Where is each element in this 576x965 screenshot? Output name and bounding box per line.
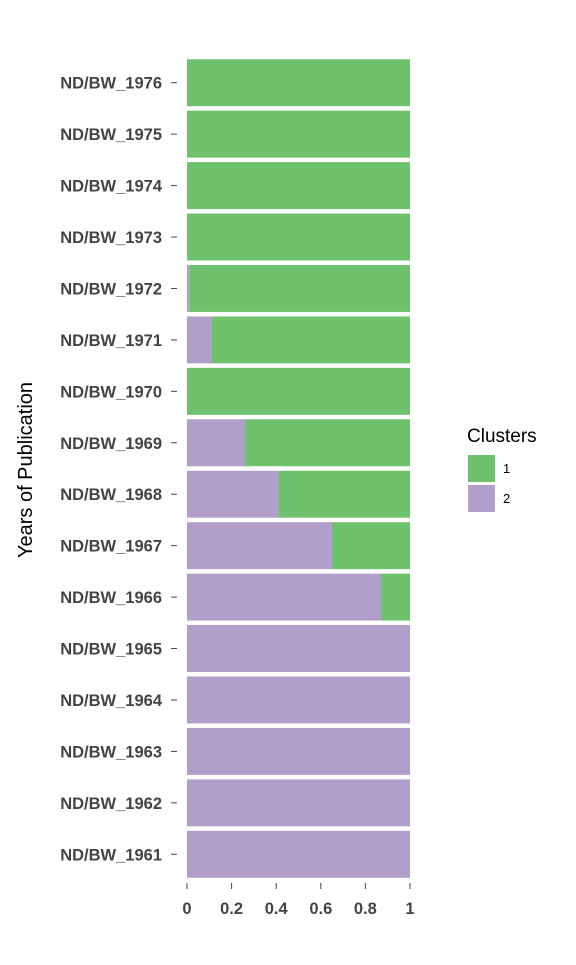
bar-segment-cluster-1 bbox=[187, 162, 410, 210]
bar-segment-cluster-1 bbox=[187, 213, 410, 261]
legend-label: 2 bbox=[503, 491, 510, 506]
x-axis: 0 0.2 0.4 0.6 0.8 1 bbox=[182, 883, 415, 918]
bar-segment-cluster-2 bbox=[187, 316, 212, 364]
bar-segment-cluster-2 bbox=[187, 265, 190, 312]
bar-segment-cluster-2 bbox=[187, 470, 279, 518]
bar-segment-cluster-1 bbox=[278, 470, 410, 518]
legend: Clusters 12 bbox=[467, 426, 537, 512]
x-tick-label: 0.6 bbox=[309, 900, 332, 918]
bar-segment-cluster-2 bbox=[187, 830, 410, 878]
y-tick-label: ND/BW_1969 bbox=[60, 435, 162, 453]
legend-swatch bbox=[468, 485, 495, 512]
y-axis-title: Years of Publication bbox=[15, 382, 37, 558]
bar-segment-cluster-1 bbox=[187, 367, 410, 415]
bar-segment-cluster-2 bbox=[187, 573, 382, 621]
bar-segment-cluster-1 bbox=[331, 522, 410, 570]
y-tick-label: ND/BW_1976 bbox=[60, 75, 162, 93]
legend-label: 1 bbox=[503, 461, 510, 476]
bar-segment-cluster-2 bbox=[187, 676, 410, 724]
bar-segment-cluster-1 bbox=[211, 316, 410, 364]
legend-items: 12 bbox=[468, 455, 510, 512]
x-tick-label: 0.2 bbox=[220, 900, 243, 918]
y-tick-label: ND/BW_1973 bbox=[60, 229, 162, 247]
x-tick-label: 0.8 bbox=[354, 900, 377, 918]
x-tick-label: 0 bbox=[182, 900, 191, 918]
y-tick-label: ND/BW_1967 bbox=[60, 538, 162, 556]
y-axis: ND/BW_1961 ND/BW_1962 ND/BW_1963 ND/BW_1964… bbox=[60, 75, 177, 864]
y-tick-label: ND/BW_1972 bbox=[60, 280, 162, 298]
bar-segment-cluster-2 bbox=[187, 727, 410, 775]
bar-segment-cluster-1 bbox=[187, 110, 410, 158]
y-tick-label: ND/BW_1975 bbox=[60, 126, 162, 144]
legend-title: Clusters bbox=[467, 426, 537, 447]
y-tick-label: ND/BW_1968 bbox=[60, 486, 162, 504]
y-tick-label: ND/BW_1971 bbox=[60, 332, 162, 350]
bar-segment-cluster-1 bbox=[187, 59, 410, 107]
y-tick-label: ND/BW_1964 bbox=[60, 692, 163, 710]
x-tick-label: 0.4 bbox=[265, 900, 289, 918]
bar-segment-cluster-1 bbox=[381, 573, 410, 621]
bar-segment-cluster-2 bbox=[187, 779, 410, 827]
bar-segment-cluster-1 bbox=[244, 419, 410, 467]
bars-layer bbox=[187, 59, 410, 878]
y-tick-label: ND/BW_1966 bbox=[60, 589, 162, 607]
y-tick-label: ND/BW_1961 bbox=[60, 846, 162, 864]
x-tick-label: 1 bbox=[405, 900, 414, 918]
y-tick-label: ND/BW_1974 bbox=[60, 178, 163, 196]
y-tick-label: ND/BW_1970 bbox=[60, 383, 162, 401]
legend-swatch bbox=[468, 455, 495, 482]
bar-segment-cluster-2 bbox=[187, 522, 332, 570]
bar-segment-cluster-2 bbox=[187, 625, 410, 672]
bar-segment-cluster-1 bbox=[189, 265, 410, 312]
bar-segment-cluster-2 bbox=[187, 419, 245, 467]
y-tick-label: ND/BW_1962 bbox=[60, 795, 162, 813]
y-tick-label: ND/BW_1963 bbox=[60, 743, 162, 761]
y-tick-label: ND/BW_1965 bbox=[60, 641, 162, 659]
